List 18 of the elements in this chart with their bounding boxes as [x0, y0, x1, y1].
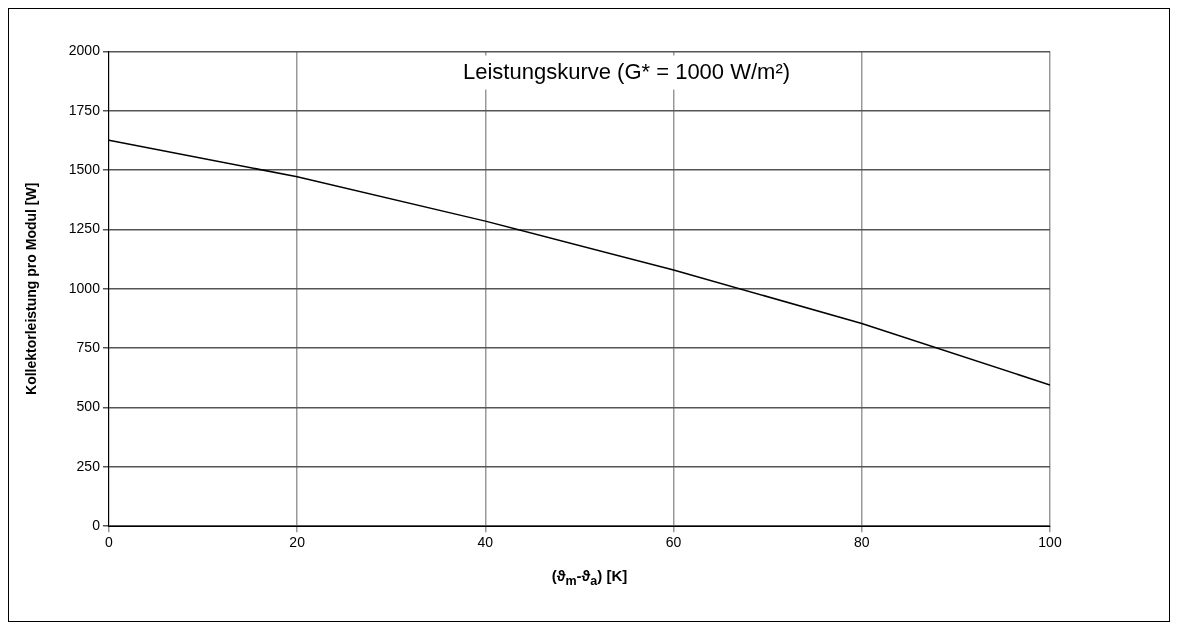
x-tick-label: 60 [665, 534, 682, 551]
y-tick-label: 1000 [68, 279, 101, 296]
y-tick-label: 750 [76, 339, 101, 356]
y-tick-label: 1750 [68, 101, 101, 118]
x-tick-label: 0 [105, 534, 114, 551]
x-tick-label: 100 [1038, 534, 1062, 551]
y-axis-title: Kollektorleistung pro Modul [W] [23, 182, 40, 395]
y-tick-label: 2000 [68, 42, 101, 59]
y-tick-label: 1500 [68, 160, 101, 177]
x-axis-title: (ϑ$_{m}$-ϑ$_{a}$) [K] [550, 567, 629, 588]
y-tick-label: 1250 [68, 220, 101, 237]
y-tick-label: 0 [92, 517, 101, 534]
x-tick-label: 40 [477, 534, 494, 551]
y-tick-label: 250 [76, 457, 101, 474]
x-tick-label: 80 [854, 534, 870, 551]
x-tick-label: 20 [289, 534, 306, 551]
y-tick-label: 500 [76, 398, 101, 415]
chart-title: Leistungskurve (G* = 1000 W/m²) [462, 59, 791, 85]
